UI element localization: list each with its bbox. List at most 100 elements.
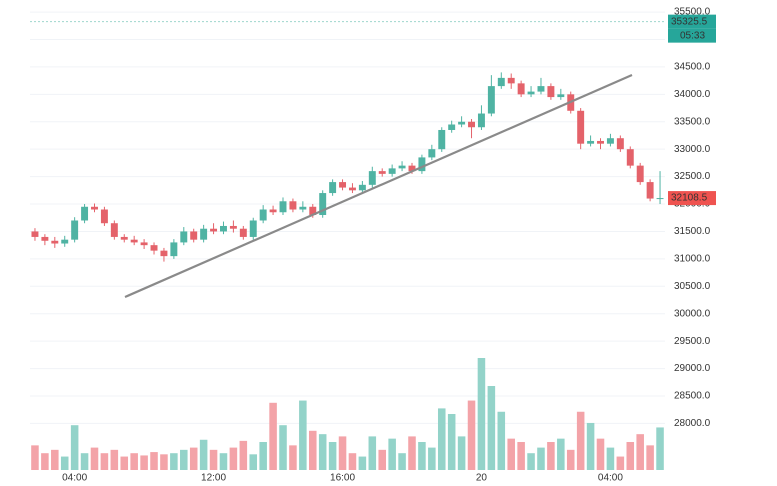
candle-body <box>408 165 416 172</box>
candle-body <box>180 231 188 243</box>
candle-body <box>269 209 277 213</box>
candle-body <box>329 182 337 194</box>
volume-bar <box>199 439 208 470</box>
marker-price-tag <box>668 14 716 29</box>
y-tick-label: 34000.0 <box>674 89 711 100</box>
volume-bar <box>189 447 198 470</box>
candle-body <box>606 138 614 144</box>
marker-time-tag <box>668 28 716 43</box>
volume-bar <box>557 438 565 470</box>
y-tick-label: 33500.0 <box>674 116 711 127</box>
x-tick-label: 04:00 <box>62 473 87 481</box>
y-tick-label: 30500.0 <box>674 281 711 292</box>
volume-bar <box>259 442 267 470</box>
volume-bar <box>170 453 178 470</box>
volume-bar <box>269 402 277 470</box>
candle-body <box>81 206 89 221</box>
candle-body <box>289 201 297 210</box>
candle-body <box>626 149 634 166</box>
candle-body <box>130 239 138 243</box>
volume-bar <box>477 358 486 470</box>
candle-body <box>587 140 595 144</box>
x-tick-label: 04:00 <box>598 473 623 481</box>
volume-bar <box>60 456 69 470</box>
trend-line <box>124 73 633 299</box>
volume-bar <box>90 447 99 470</box>
candle-body <box>229 225 237 229</box>
candle-body <box>557 94 565 98</box>
candle-body <box>418 157 426 172</box>
volume-bar <box>586 422 595 470</box>
candle-body <box>507 77 515 84</box>
volume-bar <box>180 449 188 470</box>
candle-body <box>497 77 505 87</box>
candle-body <box>339 182 347 188</box>
volume-bar <box>209 449 218 470</box>
volume-bar <box>626 442 635 470</box>
y-tick-label: 29000.0 <box>674 363 711 374</box>
candle-body <box>110 223 118 237</box>
volume-bar <box>517 442 525 470</box>
x-tick-label: 16:00 <box>330 473 355 481</box>
candle-body <box>210 228 218 232</box>
candle-body <box>646 182 654 199</box>
last-price-label: 32108.5 <box>671 193 708 204</box>
volume-bar <box>487 386 496 470</box>
volume-bar <box>418 442 426 470</box>
volume-bar <box>537 447 545 470</box>
volume-bar <box>140 455 148 470</box>
candle-body <box>477 113 485 128</box>
volume-bar <box>239 440 248 470</box>
volume-bar <box>467 400 476 470</box>
candle-body <box>319 193 327 215</box>
x-tick-label: 12:00 <box>201 473 226 481</box>
volume-bar <box>656 427 664 470</box>
candle-body <box>358 184 366 191</box>
candle-body <box>239 228 247 237</box>
candle-body <box>41 236 49 241</box>
candle-body <box>547 86 555 98</box>
candle-body <box>190 231 198 240</box>
volume-bar <box>507 438 515 470</box>
candle-body <box>220 225 227 232</box>
candle-body <box>468 121 475 128</box>
volume-bar <box>338 436 347 470</box>
candle-body <box>368 171 376 185</box>
volume-bar <box>150 452 158 470</box>
volume-bar <box>289 445 297 470</box>
y-tick-label: 33000.0 <box>674 144 711 155</box>
volume-bar <box>547 442 555 470</box>
candle-body <box>91 206 98 210</box>
volume-bar <box>328 442 337 470</box>
volume-bar <box>100 453 109 470</box>
volume-bar <box>527 453 535 470</box>
candle-body <box>170 242 178 257</box>
volume-bar <box>51 449 59 470</box>
volume-bar <box>160 454 168 470</box>
volume-bar <box>457 436 466 470</box>
y-tick-label: 34500.0 <box>674 62 711 73</box>
candle-body <box>200 228 208 240</box>
candle-body <box>458 121 466 125</box>
volume-bar <box>358 456 367 470</box>
volume-bar <box>636 434 644 470</box>
candle-layer: 04:00 12:00 16:00 20 04:00 <box>31 72 664 484</box>
volume-bar <box>299 400 307 470</box>
volume-bar <box>576 411 585 470</box>
volume-bar <box>110 449 119 470</box>
candle-body <box>309 206 317 215</box>
volume-bar <box>348 453 357 470</box>
candle-body <box>140 242 148 246</box>
volume-bar <box>408 436 416 470</box>
candle-body <box>150 245 158 251</box>
candle-body <box>428 149 436 158</box>
volume-bar <box>388 438 396 470</box>
candle-body <box>597 140 604 144</box>
candle-body <box>279 201 287 213</box>
volume-bar <box>120 456 129 470</box>
volume-bar <box>616 456 625 470</box>
volume-bar <box>249 454 258 470</box>
